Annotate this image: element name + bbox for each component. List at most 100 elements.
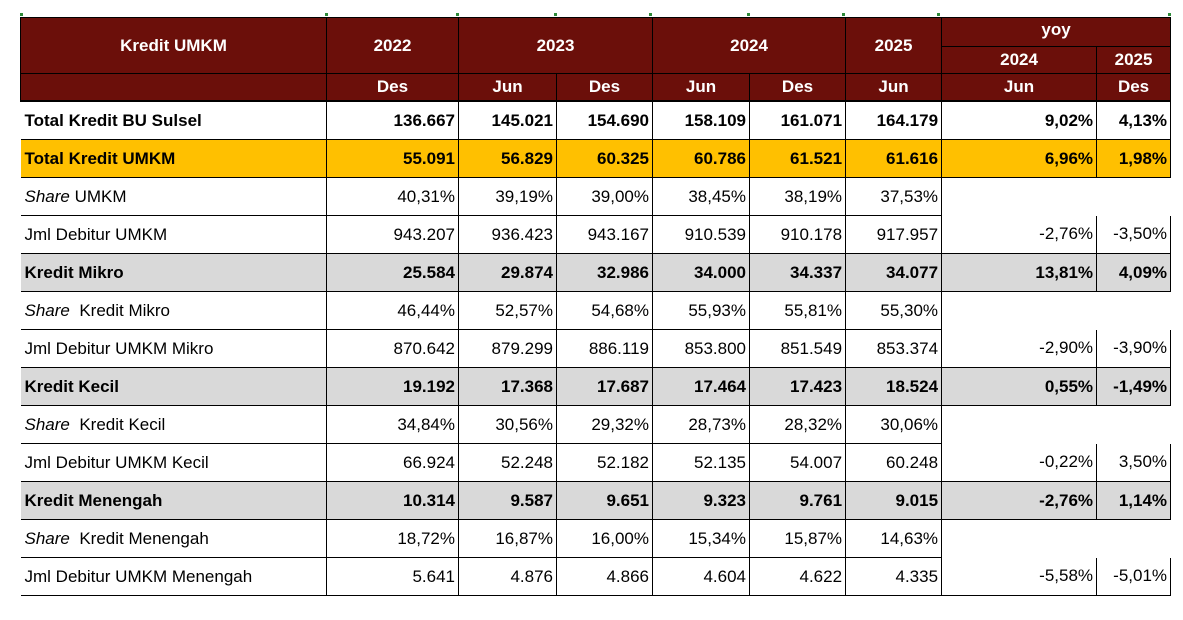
value-cell: 55.091 <box>326 139 459 178</box>
header-period: Des <box>749 73 847 102</box>
table-row: Jml Debitur UMKM Mikro 870.642 879.299 886.… <box>20 329 1171 368</box>
value-cell: 886.119 <box>555 329 653 368</box>
value-cell: 66.924 <box>326 443 459 482</box>
value-cell: 910.539 <box>652 215 750 254</box>
value-cell: 54.007 <box>749 443 846 482</box>
row-label: Jml Debitur UMKM <box>20 215 327 254</box>
value-cell: -2,90% <box>941 329 1097 368</box>
value-cell: 17.464 <box>652 367 750 406</box>
value-cell: -2,76% <box>941 215 1097 254</box>
value-cell: 17.687 <box>555 367 653 406</box>
value-cell: 6,96% <box>941 139 1097 178</box>
table-row: Jml Debitur UMKM Menengah 5.641 4.876 4.866… <box>20 557 1171 596</box>
value-cell: 154.690 <box>555 101 653 140</box>
value-cell: 60.325 <box>555 139 653 178</box>
value-cell: 1,98% <box>1096 139 1171 178</box>
row-label-italic: Share <box>24 528 70 548</box>
value-cell: 1,14% <box>1096 481 1171 520</box>
value-cell: 910.178 <box>749 215 846 254</box>
value-cell: 30,06% <box>845 405 942 444</box>
kredit-umkm-table: Kredit UMKM 2022 2023 2024 2025 yoy 2024… <box>20 17 1172 596</box>
value-cell: 61.521 <box>749 139 846 178</box>
header-period: Jun <box>845 73 943 102</box>
value-cell: -2,76% <box>941 481 1097 520</box>
value-cell: 60.248 <box>845 443 942 482</box>
row-label-text: Total Kredit BU Sulsel <box>24 110 202 130</box>
header-yoy-2025: 2025 <box>1096 46 1172 74</box>
value-cell: -5,58% <box>941 557 1097 596</box>
value-cell: 29.874 <box>458 253 557 292</box>
value-cell: 34.000 <box>652 253 750 292</box>
value-cell: 164.179 <box>845 101 942 140</box>
value-cell: 9.587 <box>458 481 557 520</box>
table-row: Kredit Mikro 25.584 29.874 32.986 34.000 34.3… <box>20 253 1171 292</box>
value-cell: 18,72% <box>326 519 459 558</box>
row-label: Total Kredit UMKM <box>20 139 327 178</box>
value-cell: 52.248 <box>458 443 557 482</box>
row-label: Total Kredit BU Sulsel <box>20 101 327 140</box>
value-cell: 4,09% <box>1096 253 1171 292</box>
row-label: Jml Debitur UMKM Mikro <box>20 329 327 368</box>
value-cell: 28,73% <box>652 405 750 444</box>
value-cell: 29,32% <box>555 405 653 444</box>
value-cell: 32.986 <box>555 253 653 292</box>
header-period: Jun <box>458 73 557 102</box>
value-cell: 17.423 <box>749 367 846 406</box>
row-label-text: Kredit Mikro <box>24 262 124 282</box>
value-cell: 15,34% <box>652 519 750 558</box>
value-cell: -3,90% <box>1096 329 1171 368</box>
row-label: Share Kredit Kecil <box>20 405 327 444</box>
value-cell: 14,63% <box>845 519 942 558</box>
value-cell: 54,68% <box>555 291 653 330</box>
header-period: Des <box>326 73 459 102</box>
empty-cell <box>941 405 1171 444</box>
table-row: Share Kredit Kecil 34,84% 30,56% 29,32% 28,7… <box>20 405 1171 444</box>
value-cell: 917.957 <box>845 215 942 254</box>
value-cell: 158.109 <box>652 101 750 140</box>
table-row: Jml Debitur UMKM Kecil 66.924 52.248 52.182… <box>20 443 1171 482</box>
value-cell: 39,19% <box>458 177 557 216</box>
table-row: Share UMKM 40,31% 39,19% 39,00% 38,45% 38,19%… <box>20 177 1171 216</box>
header-period: Jun <box>652 73 751 102</box>
empty-cell <box>941 519 1171 558</box>
value-cell: 52.182 <box>555 443 653 482</box>
value-cell: 9.323 <box>652 481 750 520</box>
row-label: Kredit Menengah <box>20 481 327 520</box>
value-cell: 853.800 <box>652 329 750 368</box>
value-cell: 9.761 <box>749 481 846 520</box>
table-row: Share Kredit Menengah 18,72% 16,87% 16,00% 1… <box>20 519 1171 558</box>
row-label-text: Kredit Mikro <box>69 300 171 320</box>
value-cell: 17.368 <box>458 367 557 406</box>
header-year-2022: 2022 <box>326 17 459 74</box>
row-label-text: Kredit Menengah <box>24 490 163 510</box>
row-label: Jml Debitur UMKM Kecil <box>20 443 327 482</box>
row-label: Share Kredit Menengah <box>20 519 327 558</box>
value-cell: 943.167 <box>555 215 653 254</box>
value-cell: 16,87% <box>458 519 557 558</box>
value-cell: 9.651 <box>555 481 653 520</box>
header-period: Des <box>1096 73 1172 102</box>
row-label-text: Jml Debitur UMKM Kecil <box>24 452 209 472</box>
value-cell: 34.077 <box>845 253 942 292</box>
value-cell: 0,55% <box>941 367 1097 406</box>
empty-cell <box>941 291 1171 330</box>
value-cell: 18.524 <box>845 367 942 406</box>
value-cell: 9,02% <box>941 101 1097 140</box>
table-row: Total Kredit UMKM 55.091 56.829 60.325 60.78… <box>20 139 1171 178</box>
value-cell: 4.876 <box>458 557 557 596</box>
row-label-italic: Share <box>24 414 70 434</box>
header-year-2024: 2024 <box>652 17 847 74</box>
value-cell: 34.337 <box>749 253 846 292</box>
value-cell: 19.192 <box>326 367 459 406</box>
value-cell: 56.829 <box>458 139 557 178</box>
value-cell: 851.549 <box>749 329 846 368</box>
row-label-text: Kredit Kecil <box>24 376 119 396</box>
row-label-text: Jml Debitur UMKM Menengah <box>24 566 253 586</box>
value-cell: 870.642 <box>326 329 459 368</box>
value-cell: 4.622 <box>749 557 846 596</box>
value-cell: -1,49% <box>1096 367 1171 406</box>
sheet-top-border <box>20 13 1171 16</box>
value-cell: 46,44% <box>326 291 459 330</box>
value-cell: 55,30% <box>845 291 942 330</box>
value-cell: 40,31% <box>326 177 459 216</box>
